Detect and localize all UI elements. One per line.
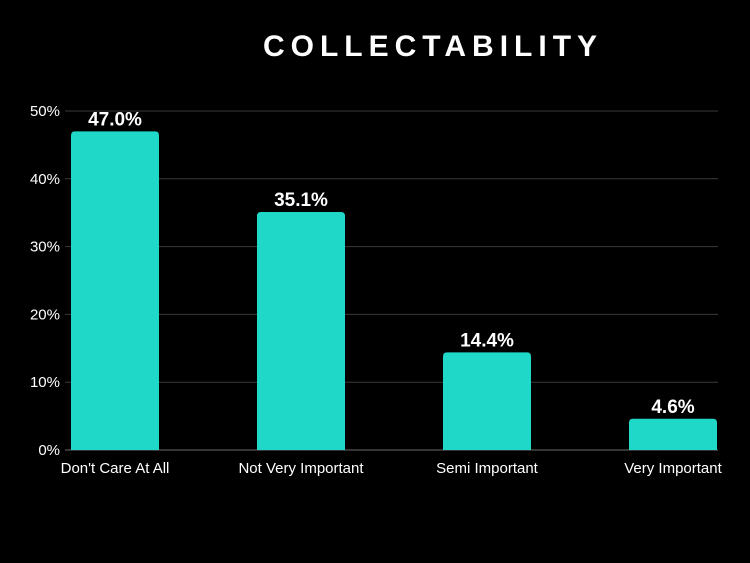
bar [71,131,159,450]
bar-value-label: 14.4% [460,330,514,351]
y-axis-ticks: 0% 10% 20% 30% 40% 50% [30,103,60,459]
x-category-label: Very Important [624,460,722,477]
y-tick-label: 40% [30,171,60,188]
bar-value-label: 4.6% [651,397,694,418]
y-tick-label: 0% [38,442,60,459]
bar [443,352,531,450]
chart-title: COLLECTABILITY [262,30,604,63]
y-tick-label: 30% [30,239,60,256]
bar [257,212,345,450]
y-tick-label: 20% [30,306,60,323]
x-category-label: Not Very Important [238,460,364,477]
bar-value-label: 35.1% [274,190,328,211]
x-axis-categories: Don't Care At All Not Very Important Semi … [61,460,723,477]
y-tick-label: 10% [30,374,60,391]
x-category-label: Don't Care At All [61,460,170,477]
bars [71,131,717,450]
bar [629,418,717,450]
value-labels: 47.0% 35.1% 14.4% 4.6% [88,109,695,417]
bar-value-label: 47.0% [88,109,142,130]
grid-lines [65,110,718,451]
y-tick-label: 50% [30,103,60,120]
x-category-label: Semi Important [436,460,539,477]
